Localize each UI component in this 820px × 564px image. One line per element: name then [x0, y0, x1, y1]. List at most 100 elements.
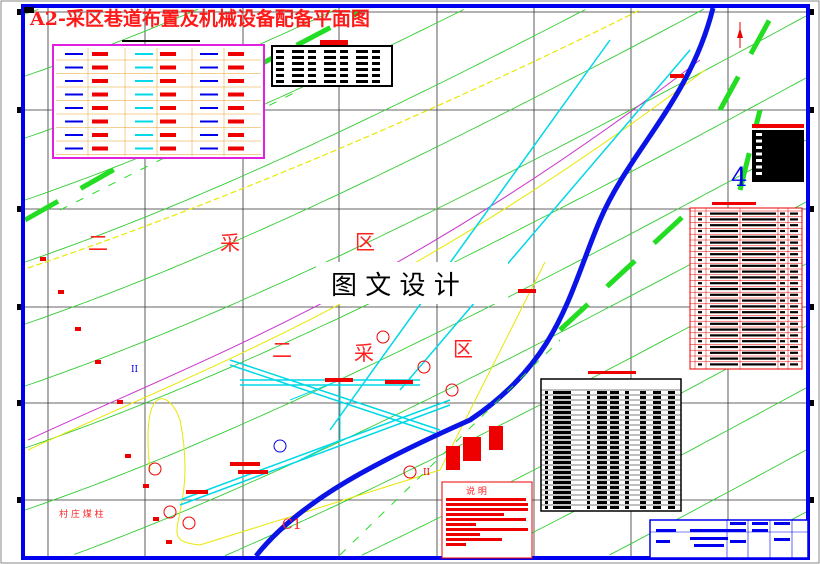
table-cell [308, 74, 316, 77]
table-cell [698, 334, 702, 337]
table-cell [742, 247, 776, 250]
table-cell [340, 56, 348, 59]
table-cell [653, 456, 661, 459]
table-cell [780, 282, 785, 285]
table-cell [780, 357, 785, 360]
table-cell [545, 406, 548, 409]
legend-symbol [65, 93, 83, 96]
table-cell [640, 401, 646, 404]
annotation-bar [186, 490, 208, 494]
roadway [289, 379, 341, 461]
table-cell [710, 241, 738, 244]
equipment-symbol [182, 516, 196, 530]
table-cell [553, 466, 571, 469]
table-cell [625, 431, 629, 434]
table-cell [587, 461, 590, 464]
table-cell [668, 451, 675, 454]
table-cell [742, 287, 776, 291]
corner-mark [24, 7, 34, 13]
annotation-block [489, 426, 503, 450]
table-cell [597, 416, 607, 419]
table-cell [292, 62, 304, 65]
red-marker [125, 454, 131, 458]
table-cell [710, 322, 738, 325]
table-cell [545, 391, 548, 394]
note-line [446, 533, 480, 536]
table-cell [625, 456, 629, 459]
red-marker [117, 400, 123, 404]
table-cell [790, 247, 798, 250]
table-cell [597, 406, 607, 409]
notes-title: 说 明 [466, 485, 487, 497]
red-marker [75, 327, 81, 331]
table-cell [545, 446, 548, 449]
table-cell [597, 421, 607, 424]
table-cell [668, 456, 675, 459]
table-cell [698, 247, 702, 250]
table-cell [587, 396, 590, 399]
table-cell [742, 224, 776, 227]
table-cell [597, 491, 607, 494]
table-cell [553, 496, 571, 499]
title-block [649, 519, 809, 559]
legend-symbol [200, 120, 218, 123]
table-cell [356, 74, 368, 77]
table-cell [640, 431, 646, 434]
table-cell [625, 396, 629, 399]
table-cell [625, 391, 629, 394]
table-cell [742, 293, 776, 296]
table-cell [668, 421, 675, 424]
zone-label-2: 采 [220, 231, 240, 255]
table-cell [553, 501, 571, 504]
table-cell [698, 212, 702, 215]
table-cell [597, 471, 607, 474]
table-cell [668, 466, 675, 469]
table-cell [710, 264, 738, 267]
table-cell [653, 496, 661, 499]
zone-label-1: 二 [88, 231, 108, 255]
table-cell [610, 391, 619, 394]
legend-symbol [65, 147, 83, 150]
table-cell [698, 235, 702, 238]
table-cell [553, 441, 571, 444]
table-cell [668, 426, 675, 429]
table-cell [276, 62, 284, 65]
table-cell [597, 476, 607, 479]
table-cell [553, 451, 571, 454]
table-cell [742, 253, 776, 256]
table-cell [308, 80, 316, 83]
title-block-cell [690, 529, 730, 532]
table-cell [668, 441, 675, 444]
table-cell [710, 351, 738, 354]
table-cell [790, 328, 798, 331]
legend-symbol [135, 53, 153, 55]
table-cell [625, 441, 629, 444]
table-cell [553, 416, 571, 419]
table-cell [756, 139, 762, 143]
red-marker [143, 484, 149, 488]
table-cell [710, 311, 738, 314]
zone-label-5: 采 [354, 341, 374, 365]
table-cell [710, 328, 738, 331]
table-cell [625, 401, 629, 404]
table-cell [668, 416, 675, 419]
table-cell [780, 212, 785, 215]
equipment-symbol [163, 505, 177, 519]
table-cell [698, 322, 702, 325]
legend-symbol [200, 80, 218, 82]
table-cell [545, 411, 548, 414]
table-cell [553, 486, 571, 489]
table-cell [710, 316, 738, 320]
table-cell [668, 446, 675, 449]
table-cell [553, 396, 571, 399]
legend-symbol [200, 93, 218, 96]
section-mark-right: II [423, 468, 431, 478]
annotation-bar [385, 380, 413, 384]
table-cell [790, 322, 798, 325]
table-cell [780, 258, 785, 262]
table-cell [587, 466, 590, 469]
equipment-symbol [148, 462, 162, 476]
table-cell [545, 416, 548, 419]
legend-symbol [65, 134, 83, 136]
table-cell [587, 416, 590, 419]
